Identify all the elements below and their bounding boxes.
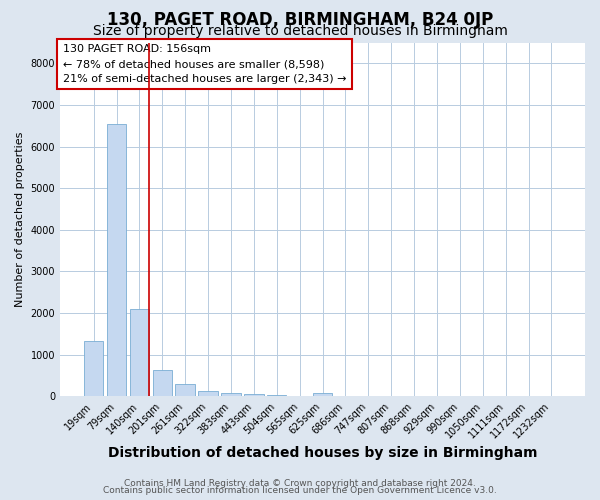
Bar [313, 394, 332, 396]
Bar [130, 309, 149, 396]
Bar [152, 370, 172, 396]
Y-axis label: Number of detached properties: Number of detached properties [15, 132, 25, 307]
Text: Contains HM Land Registry data © Crown copyright and database right 2024.: Contains HM Land Registry data © Crown c… [124, 478, 476, 488]
Bar [267, 394, 286, 396]
Bar [107, 124, 126, 396]
Text: Size of property relative to detached houses in Birmingham: Size of property relative to detached ho… [92, 24, 508, 38]
Bar [244, 394, 263, 396]
Bar [84, 342, 103, 396]
Bar [175, 384, 195, 396]
Bar [221, 392, 241, 396]
Text: 130 PAGET ROAD: 156sqm
← 78% of detached houses are smaller (8,598)
21% of semi-: 130 PAGET ROAD: 156sqm ← 78% of detached… [62, 44, 346, 84]
Text: Contains public sector information licensed under the Open Government Licence v3: Contains public sector information licen… [103, 486, 497, 495]
Bar [199, 391, 218, 396]
Text: 130, PAGET ROAD, BIRMINGHAM, B24 0JP: 130, PAGET ROAD, BIRMINGHAM, B24 0JP [107, 11, 493, 29]
X-axis label: Distribution of detached houses by size in Birmingham: Distribution of detached houses by size … [108, 446, 537, 460]
